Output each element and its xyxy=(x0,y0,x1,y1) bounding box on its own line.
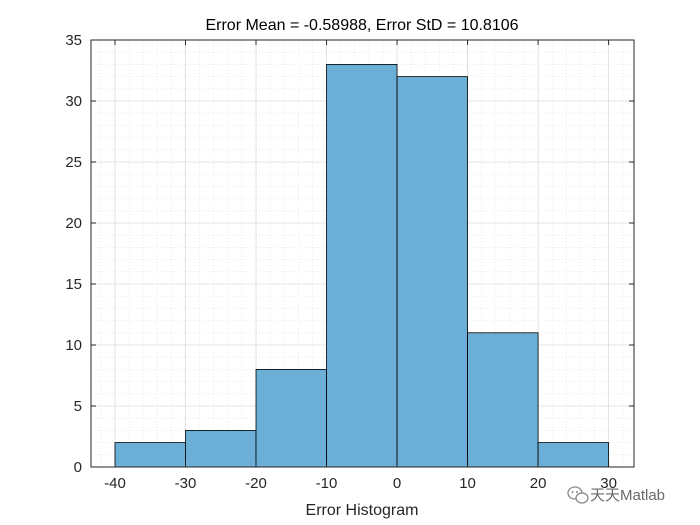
y-tick-labels: 0 5 10 15 20 25 30 35 xyxy=(65,32,82,476)
axes-box xyxy=(90,39,635,468)
y-tick-label: 5 xyxy=(74,398,82,415)
histogram-bar xyxy=(114,442,186,468)
y-tick-label: 10 xyxy=(65,337,82,354)
y-tick-label: 25 xyxy=(65,154,82,171)
tick-marks xyxy=(91,39,634,468)
y-tick-label: 35 xyxy=(65,32,82,49)
x-tick-label: 10 xyxy=(459,475,476,492)
histogram-bar xyxy=(396,76,468,468)
wechat-icon xyxy=(567,486,589,504)
x-tick-label: -10 xyxy=(316,475,338,492)
histogram-bar xyxy=(326,64,398,468)
x-tick-labels: -40 -30 -20 -10 0 10 20 30 xyxy=(104,475,617,492)
histogram-bar xyxy=(185,429,257,468)
y-tick-label: 15 xyxy=(65,276,82,293)
x-tick-label: 0 xyxy=(393,475,401,492)
y-tick-label: 30 xyxy=(65,93,82,110)
histogram-bar xyxy=(255,368,327,468)
chart-title: Error Mean = -0.58988, Error StD = 10.81… xyxy=(205,17,518,34)
histogram-bar xyxy=(537,442,610,468)
histogram-bar xyxy=(467,332,539,468)
x-tick-label: -30 xyxy=(175,475,197,492)
watermark: 天天Matlab xyxy=(567,486,665,504)
y-tick-label: 0 xyxy=(74,459,82,476)
y-tick-label: 20 xyxy=(65,215,82,232)
histogram-bars xyxy=(114,64,610,468)
x-axis-label: Error Histogram xyxy=(306,502,419,519)
x-tick-label: 30 xyxy=(600,475,617,492)
x-tick-label: -40 xyxy=(104,475,126,492)
watermark-text: 天天Matlab xyxy=(590,487,665,504)
x-tick-label: 20 xyxy=(530,475,547,492)
x-tick-label: -20 xyxy=(245,475,267,492)
